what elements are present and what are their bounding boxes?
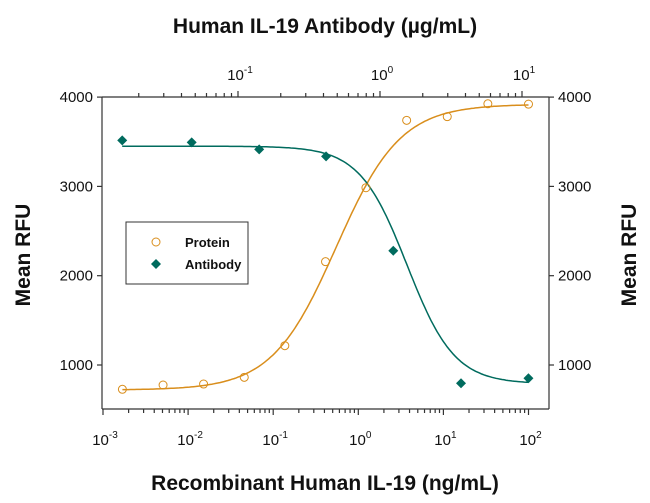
x-tick-label: 10-2 (177, 430, 203, 449)
protein-point (117, 384, 127, 394)
y-tick-label-left: 2000 (60, 268, 93, 285)
y-tick-label-right: 3000 (558, 178, 591, 195)
legend-protein-label: Protein (185, 235, 230, 250)
antibody-point (456, 378, 467, 389)
y-tick-label-right: 2000 (558, 268, 591, 285)
protein-point (402, 115, 412, 125)
legend-antibody-marker (151, 259, 161, 269)
chart-title: Human IL-19 Antibody (µg/mL) (173, 15, 477, 38)
y-axis-label-right: Mean RFU (618, 204, 641, 307)
y-tick-label-left: 3000 (60, 178, 93, 195)
protein-point (158, 380, 168, 390)
protein-point (280, 341, 290, 351)
antibody-point (186, 137, 197, 148)
legend-protein-marker (151, 237, 161, 247)
legend: Protein Antibody (125, 221, 249, 285)
y-tick-label-right: 4000 (558, 89, 591, 106)
y-axis-label-left: Mean RFU (12, 204, 35, 307)
antibody-point (388, 245, 399, 256)
antibody-point (117, 135, 128, 146)
y-tick-label-left: 4000 (60, 89, 93, 106)
protein-point (483, 99, 493, 109)
antibody-point (523, 373, 534, 384)
antibody-point (321, 151, 332, 162)
protein-point (442, 112, 452, 122)
protein-point (524, 99, 533, 109)
x-tick-label: 102 (519, 430, 542, 449)
y-tick-label-right: 1000 (558, 357, 591, 374)
axes: 1000 1000 2000 2000 3000 3000 4000 4000 10-3 10-2… (60, 65, 592, 449)
data-points (117, 99, 534, 394)
protein-point (361, 183, 371, 193)
x-tick-label: 100 (349, 430, 372, 449)
x-tick-label: 101 (434, 430, 457, 449)
antibody-point (254, 144, 265, 155)
x-tick-label: 10-3 (92, 430, 118, 449)
x-top-tick-label: 10-1 (227, 65, 253, 84)
protein-fit-curve (122, 104, 529, 391)
x-tick-label: 10-1 (262, 430, 288, 449)
y-tick-label-left: 1000 (60, 357, 93, 374)
x-top-tick-label: 101 (513, 65, 536, 84)
legend-antibody-label: Antibody (185, 257, 242, 272)
x-axis-label: Recombinant Human IL-19 (ng/mL) (151, 472, 499, 495)
legend-box (125, 221, 249, 285)
x-top-tick-label: 100 (371, 65, 394, 84)
protein-point (321, 257, 331, 267)
protein-point (239, 372, 249, 382)
protein-point (199, 379, 209, 389)
